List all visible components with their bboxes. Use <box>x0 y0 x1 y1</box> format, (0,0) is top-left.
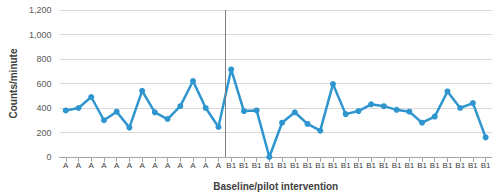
svg-text:A: A <box>63 161 69 170</box>
svg-text:600: 600 <box>36 79 51 89</box>
svg-text:B1: B1 <box>290 161 300 170</box>
svg-text:B1: B1 <box>252 161 262 170</box>
svg-text:Baseline/pilot intervention: Baseline/pilot intervention <box>213 181 338 192</box>
svg-text:B1: B1 <box>354 161 364 170</box>
svg-text:A: A <box>89 161 95 170</box>
svg-text:1,200: 1,200 <box>29 5 52 15</box>
svg-text:Counts/minute: Counts/minute <box>8 48 19 118</box>
svg-text:B1: B1 <box>366 161 376 170</box>
svg-text:B1: B1 <box>315 161 325 170</box>
svg-text:1,000: 1,000 <box>29 30 52 40</box>
svg-text:B1: B1 <box>328 161 338 170</box>
svg-text:200: 200 <box>36 128 51 138</box>
svg-text:800: 800 <box>36 54 51 64</box>
svg-text:A: A <box>216 161 222 170</box>
svg-text:B1: B1 <box>481 161 491 170</box>
svg-text:B1: B1 <box>430 161 440 170</box>
svg-text:A: A <box>165 161 171 170</box>
svg-text:A: A <box>139 161 145 170</box>
svg-text:A: A <box>127 161 133 170</box>
svg-text:400: 400 <box>36 103 51 113</box>
svg-text:B1: B1 <box>392 161 402 170</box>
svg-text:B1: B1 <box>226 161 236 170</box>
svg-text:B1: B1 <box>264 161 274 170</box>
svg-text:A: A <box>203 161 209 170</box>
svg-text:0: 0 <box>46 152 51 162</box>
svg-text:B1: B1 <box>239 161 249 170</box>
svg-text:A: A <box>76 161 82 170</box>
svg-text:B1: B1 <box>379 161 389 170</box>
svg-text:A: A <box>152 161 158 170</box>
svg-text:B1: B1 <box>468 161 478 170</box>
svg-text:B1: B1 <box>455 161 465 170</box>
svg-text:B1: B1 <box>417 161 427 170</box>
svg-text:B1: B1 <box>341 161 351 170</box>
svg-text:B1: B1 <box>404 161 414 170</box>
svg-text:A: A <box>101 161 107 170</box>
svg-text:A: A <box>114 161 120 170</box>
svg-text:B1: B1 <box>277 161 287 170</box>
svg-text:A: A <box>178 161 184 170</box>
svg-text:A: A <box>190 161 196 170</box>
svg-text:B1: B1 <box>303 161 313 170</box>
svg-text:B1: B1 <box>443 161 453 170</box>
